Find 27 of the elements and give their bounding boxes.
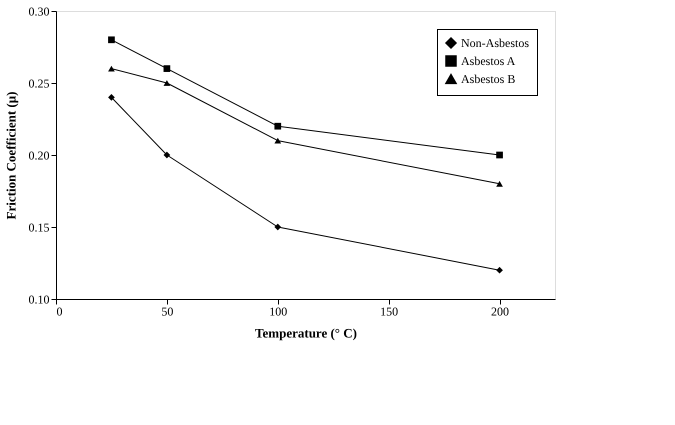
x-tick-label: 100	[269, 304, 288, 318]
y-axis-title: Friction Coefficient (μ)	[4, 92, 18, 220]
point	[164, 152, 170, 158]
point	[496, 266, 503, 274]
point	[496, 180, 503, 187]
y-tick-label: 0.15	[28, 220, 50, 234]
point	[274, 224, 282, 230]
point	[274, 138, 282, 144]
point	[496, 152, 503, 158]
x-tick-label: 50	[161, 304, 174, 318]
legend-label: Asbestos A	[461, 54, 516, 68]
point	[274, 122, 282, 130]
point	[108, 94, 115, 101]
point	[164, 80, 170, 86]
y-tick-label: 0.20	[28, 148, 50, 162]
y-tick-label: 0.30	[28, 4, 50, 18]
y-tick-label: 0.25	[28, 76, 50, 90]
x-tick-label: 150	[380, 304, 398, 318]
x-tick-label: 0	[56, 304, 62, 318]
point	[164, 65, 170, 72]
legend-label: Asbestos B	[461, 72, 516, 86]
point	[108, 66, 115, 72]
point	[108, 36, 115, 44]
y-tick-label: 0.10	[28, 292, 50, 306]
legend-label: Non-Asbestos	[461, 36, 530, 50]
x-axis-title: Temperature (° C)	[255, 326, 357, 340]
x-tick-label: 200	[491, 304, 510, 318]
